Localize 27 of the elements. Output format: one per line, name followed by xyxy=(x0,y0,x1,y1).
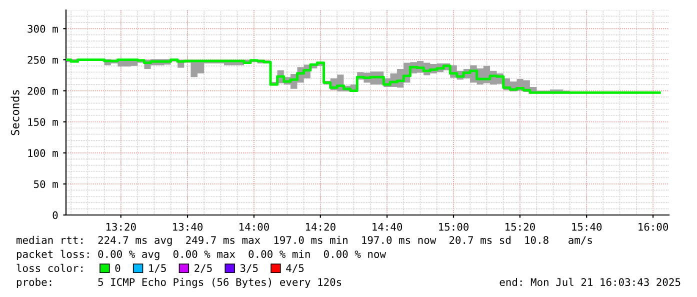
y-tick-label: 0 xyxy=(52,211,58,220)
x-tick-label: 13:20 xyxy=(106,222,136,231)
y-tick-label: 100 m xyxy=(28,149,58,158)
x-tick-label: 15:40 xyxy=(572,222,602,231)
x-tick-label: 15:20 xyxy=(506,222,535,231)
x-tick-label: 15:00 xyxy=(439,222,469,231)
y-tick-label: 300 m xyxy=(28,24,58,33)
x-tick-label: 14:40 xyxy=(372,222,402,231)
x-tick-label: 16:00 xyxy=(638,222,668,231)
legend-label: 1/5 xyxy=(149,264,166,273)
y-tick-label: 200 m xyxy=(28,87,58,95)
legend-label: 2/5 xyxy=(194,264,212,273)
text: median rtt: 224.7 ms avg 249.7 ms max 197.0 ms min 197.0 ms now 20.7 ms sd 10.8 am/s xyxy=(16,236,592,246)
text: packet loss: 0.00 % avg 0.00 % max 0.00 % min 0.00 % now xyxy=(16,250,386,260)
y-tick-label: 50 m xyxy=(34,180,58,188)
legend-title: loss color: xyxy=(16,264,82,272)
legend-label: 4/5 xyxy=(286,264,304,273)
x-tick-label: 13:40 xyxy=(173,222,203,231)
text: probe: 5 ICMP Echo Pings (56 Bytes) every 120s xyxy=(16,278,342,288)
text: end: Mon Jul 21 16:03:43 2025 xyxy=(500,278,680,286)
y-tick-label: 250 m xyxy=(28,56,58,64)
legend-label: 3/5 xyxy=(240,264,258,273)
y-tick-label: 150 m xyxy=(28,118,58,126)
x-tick-label: 14:00 xyxy=(240,222,269,231)
legend-label: 0 xyxy=(115,264,120,272)
y-axis-title: Seconds xyxy=(10,90,20,136)
x-tick-label: 14:20 xyxy=(306,222,336,231)
